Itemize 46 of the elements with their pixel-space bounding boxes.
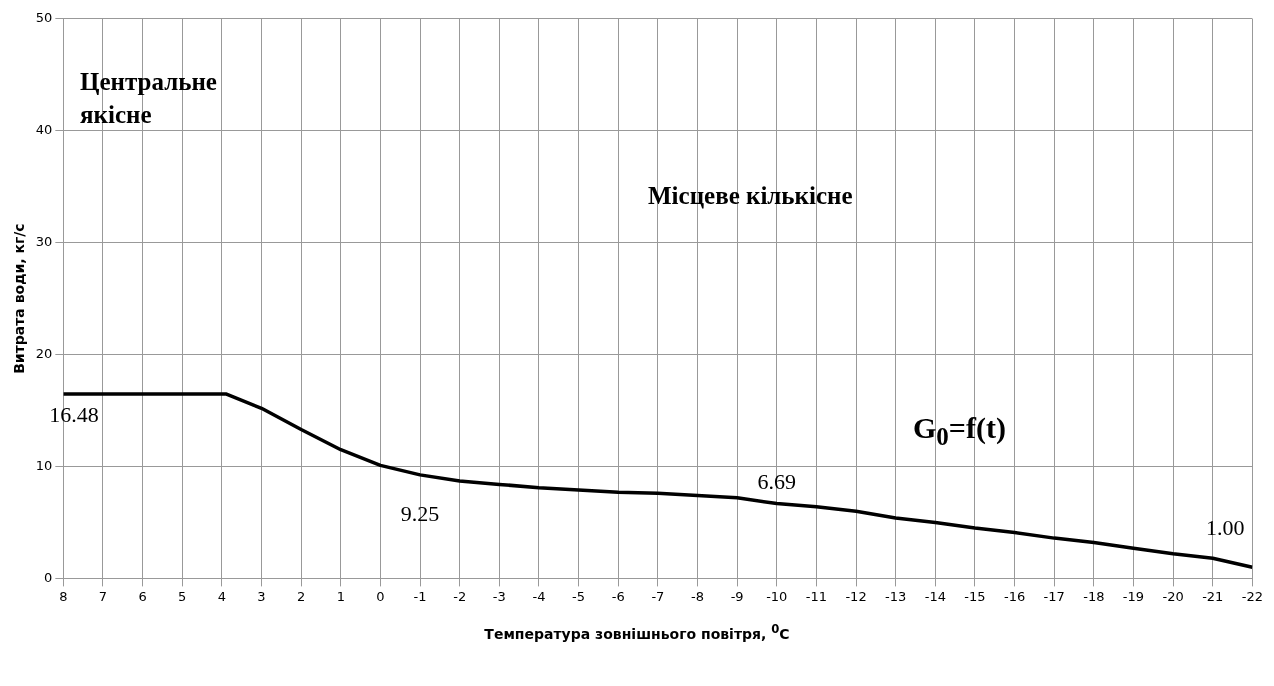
annotation: Центральне якісне — [80, 67, 218, 130]
x-tick-label: -14 — [924, 588, 946, 604]
x-tick-label: -13 — [885, 588, 907, 604]
x-tick-label: 8 — [59, 588, 68, 604]
x-tick-label: -12 — [845, 588, 867, 604]
x-tick-label: -8 — [691, 588, 704, 604]
x-tick-label: 0 — [376, 588, 385, 604]
annotation: G$_{0}$=f(t) — [913, 410, 1007, 452]
y-tick-label: 20 — [35, 345, 53, 361]
y-tick-label: 30 — [35, 234, 53, 250]
x-tick-label: -18 — [1083, 588, 1105, 604]
x-tick-label: -11 — [805, 588, 828, 604]
x-tick-label: -15 — [964, 588, 986, 604]
annotation: Місцеве кількісне — [648, 181, 854, 211]
x-tick-label: 7 — [98, 588, 108, 604]
x-tick-label: -6 — [611, 588, 625, 604]
x-tick-label: -20 — [1162, 588, 1184, 604]
x-tick-label: -19 — [1122, 588, 1145, 604]
x-tick-label: 3 — [257, 588, 266, 604]
x-tick-label: -16 — [1003, 588, 1026, 604]
x-tick-label: -9 — [730, 588, 744, 604]
x-tick-label: -5 — [572, 588, 586, 604]
x-tick-label: -7 — [651, 588, 665, 604]
y-tick-label: 10 — [35, 457, 53, 473]
x-tick-label: 2 — [297, 588, 306, 604]
annotation: 1.00 — [1205, 514, 1245, 540]
annotation: 9.25 — [400, 500, 440, 526]
y-axis-title: Витрата води, кг/с — [11, 223, 28, 374]
x-tick-label: 1 — [336, 588, 345, 604]
x-tick-label: -22 — [1241, 588, 1263, 604]
x-tick-label: 6 — [138, 588, 147, 604]
annotation: 16.48 — [49, 401, 99, 427]
x-tick-label: -17 — [1043, 588, 1065, 604]
y-tick-label: 40 — [35, 122, 53, 138]
x-tick-label: -10 — [766, 588, 788, 604]
x-axis-title: Температура зовнішнього повітря, $^{0}$C — [483, 622, 791, 642]
x-tick-label: -2 — [453, 588, 467, 604]
x-tick-label: 5 — [178, 588, 187, 604]
y-tick-label: 50 — [35, 10, 53, 26]
y-tick-label: 0 — [44, 569, 53, 585]
x-tick-label: -21 — [1202, 588, 1224, 604]
x-tick-label: -3 — [492, 588, 506, 604]
x-tick-label: 4 — [217, 588, 227, 604]
annotation: 6.69 — [757, 469, 797, 495]
x-tick-label: -4 — [532, 588, 546, 604]
x-tick-label: -1 — [413, 588, 427, 604]
